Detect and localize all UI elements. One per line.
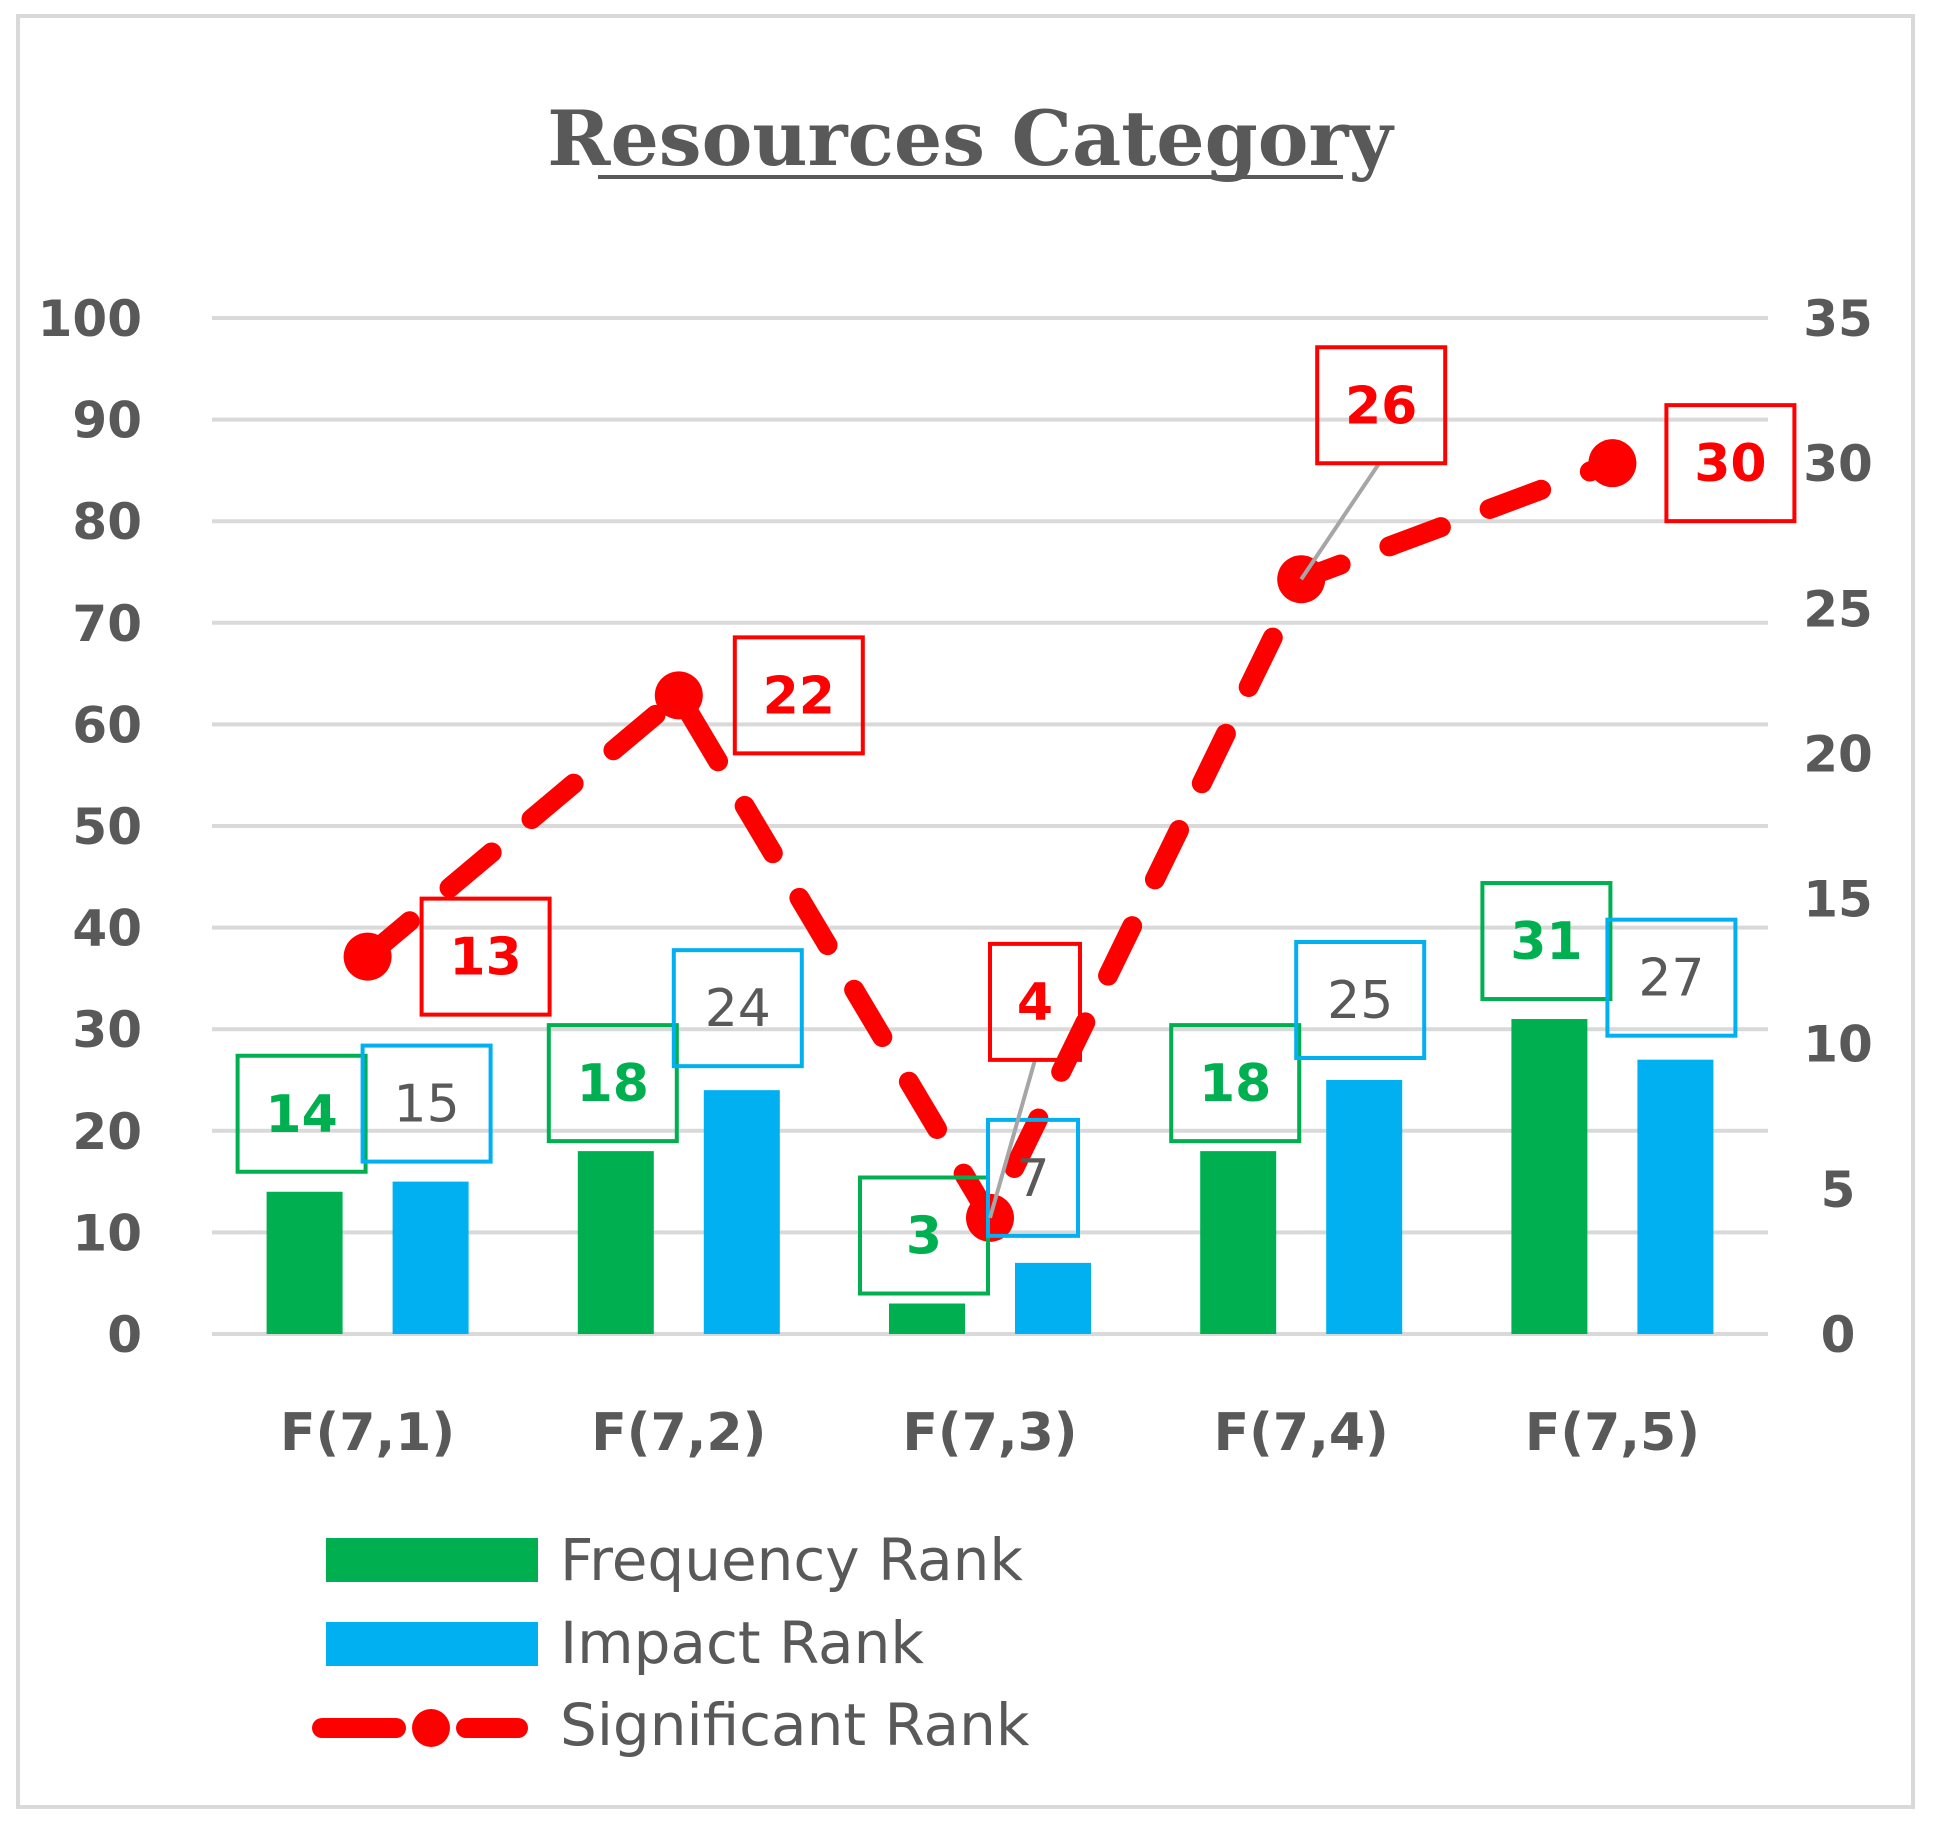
legend-label-frequency: Frequency Rank [560, 1526, 1023, 1594]
left-axis-tick: 70 [72, 595, 142, 653]
label-frequency-box [546, 1023, 679, 1144]
label-impact-box [986, 1117, 1080, 1238]
right-axis-tick: 35 [1803, 290, 1873, 348]
label-impact-box [1294, 940, 1427, 1060]
label-significant-box [419, 896, 552, 1017]
chart-title: Resources Category [547, 94, 1394, 183]
label-frequency: 14 [235, 1053, 368, 1174]
label-significant-box [1315, 345, 1448, 466]
label-significant-text: 4 [1017, 973, 1053, 1033]
label-impact: 24 [671, 948, 804, 1069]
grid-layer [212, 316, 1768, 1336]
bar-impact [703, 1090, 780, 1334]
right-axis-tick: 0 [1821, 1306, 1856, 1364]
label-impact: 25 [1294, 940, 1427, 1060]
left-axis-tick: 90 [72, 392, 142, 450]
label-frequency: 31 [1480, 881, 1613, 1002]
bar-impact [1015, 1262, 1091, 1334]
left-axis-tick: 30 [72, 1001, 142, 1059]
label-significant: 26 [1315, 345, 1448, 466]
data-label-layer: 14 18 3 18 31 15 24 7 25 27 13 22 4 26 30 [235, 345, 1797, 1296]
label-impact-box [671, 948, 804, 1069]
bar-frequency [1200, 1151, 1277, 1334]
right-axis-tick: 10 [1803, 1016, 1873, 1074]
right-axis-tick: 15 [1803, 871, 1873, 929]
bar-frequency [889, 1303, 965, 1334]
label-frequency-text: 31 [1510, 912, 1582, 972]
label-impact-text: 7 [1016, 1149, 1049, 1209]
axis-layer: 0 10 20 30 40 50 60 70 80 90 100 0 5 10 15 20 25 30 35 F(7,… [38, 290, 1873, 1463]
bar-frequency [1511, 1019, 1588, 1334]
right-axis-tick: 20 [1803, 725, 1873, 783]
right-axis-tick: 25 [1803, 580, 1873, 638]
label-significant-text: 30 [1694, 434, 1766, 494]
left-axis-tick: 60 [72, 696, 142, 754]
marker-significant [654, 671, 703, 720]
leader-line [988, 1059, 1037, 1219]
marker-significant [343, 932, 392, 981]
label-significant-box [1664, 403, 1797, 524]
legend-marker-significant [412, 1709, 450, 1747]
label-significant: 22 [732, 635, 865, 756]
label-significant: 13 [419, 896, 552, 1017]
label-frequency-box [1169, 1023, 1302, 1144]
label-impact-box [1605, 917, 1738, 1038]
left-axis-tick: 100 [38, 290, 142, 348]
label-significant-text: 22 [763, 666, 835, 726]
legend: Frequency Rank Impact Rank Significant R… [312, 1526, 1030, 1759]
category-label: F(7,2) [591, 1403, 766, 1463]
right-axis-tick: 30 [1803, 435, 1873, 493]
line-significant [357, 453, 1623, 1228]
legend-swatch-impact [326, 1622, 538, 1666]
label-frequency-text: 18 [1199, 1054, 1271, 1114]
category-label: F(7,4) [1214, 1403, 1389, 1463]
label-frequency-text: 14 [265, 1085, 337, 1145]
left-axis-tick: 20 [72, 1103, 142, 1161]
label-significant-text: 13 [449, 928, 521, 988]
legend-swatch-frequency [326, 1538, 538, 1582]
left-axis-tick: 80 [72, 493, 142, 551]
label-impact: 15 [360, 1043, 493, 1164]
bar-frequency [577, 1151, 654, 1334]
label-frequency: 18 [546, 1023, 679, 1144]
label-frequency-box [235, 1053, 368, 1174]
chart-frame [16, 14, 1915, 1809]
label-significant: 4 [988, 941, 1082, 1062]
label-impact-text: 25 [1327, 971, 1393, 1031]
label-impact: 27 [1605, 917, 1738, 1038]
label-significant-box [988, 941, 1082, 1062]
label-significant-text: 26 [1345, 376, 1417, 436]
label-frequency-box [1480, 881, 1613, 1002]
label-significant-box [732, 635, 865, 756]
left-axis-tick: 50 [72, 798, 142, 856]
leader-line [1299, 462, 1381, 581]
label-impact-text: 15 [394, 1075, 460, 1135]
left-axis-tick: 40 [72, 900, 142, 958]
bar-layer [266, 1019, 1714, 1334]
bar-impact [1637, 1059, 1714, 1334]
label-impact-text: 27 [1638, 949, 1704, 1009]
label-frequency-text: 18 [577, 1054, 649, 1114]
label-frequency: 18 [1169, 1023, 1302, 1144]
label-significant: 30 [1664, 403, 1797, 524]
bar-impact [392, 1181, 469, 1334]
bar-impact [1326, 1080, 1403, 1334]
legend-label-impact: Impact Rank [560, 1609, 924, 1677]
left-axis-tick: 10 [72, 1204, 142, 1262]
label-impact-box [360, 1043, 493, 1164]
legend-label-significant: Significant Rank [560, 1691, 1030, 1759]
category-label: F(7,1) [280, 1403, 455, 1463]
left-axis-tick: 0 [107, 1306, 142, 1364]
right-axis-tick: 5 [1821, 1161, 1856, 1219]
category-label: F(7,3) [902, 1403, 1077, 1463]
category-label: F(7,5) [1525, 1403, 1700, 1463]
label-impact: 7 [986, 1117, 1080, 1238]
marker-significant [1588, 439, 1637, 488]
bar-frequency [266, 1191, 343, 1334]
label-frequency-text: 3 [906, 1207, 942, 1267]
label-impact-text: 24 [705, 979, 771, 1039]
